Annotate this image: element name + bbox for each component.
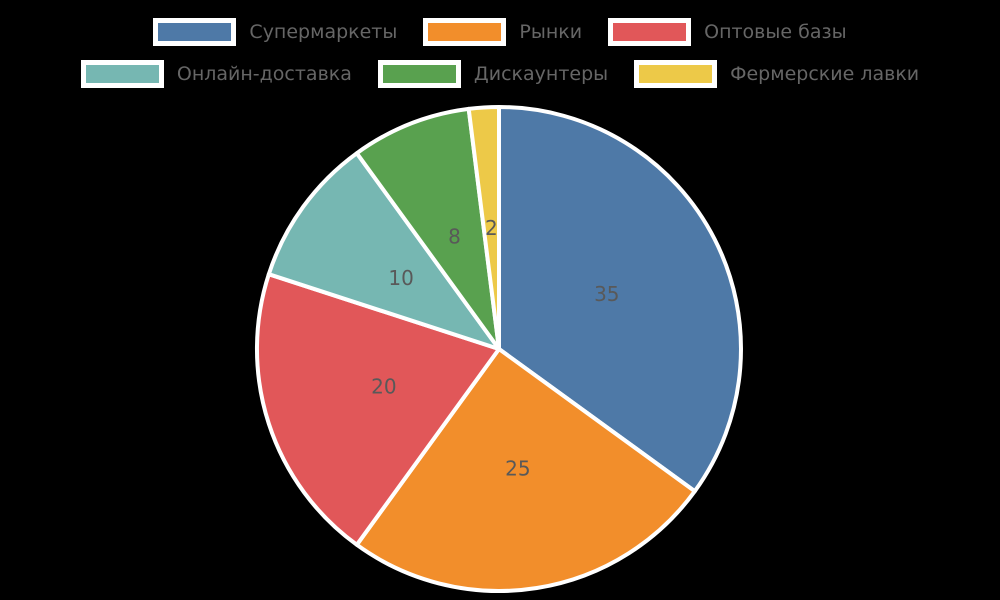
pie-slice-0 <box>497 105 743 494</box>
slice-value-label-0: 35 <box>594 282 619 306</box>
legend-swatch-farm-shops <box>634 60 718 88</box>
pie-slice-4 <box>354 106 501 351</box>
legend-swatch-discounters <box>377 60 461 88</box>
legend-swatch-markets <box>423 18 507 46</box>
legend-item-supermarkets: Супермаркеты <box>153 18 397 46</box>
pie-slice-3 <box>266 151 501 351</box>
pie-slice-2 <box>254 272 501 547</box>
legend-item-discounters: Дискаунтеры <box>377 60 609 88</box>
legend-label-online-delivery: Онлайн-доставка <box>176 63 352 85</box>
slice-value-label-4: 8 <box>448 225 461 249</box>
slice-value-label-3: 10 <box>388 266 413 290</box>
legend-swatch-online-delivery <box>80 60 164 88</box>
pie-slice-1 <box>354 347 697 593</box>
legend-row-2: Онлайн-доставка Дискаунтеры Фермерские л… <box>0 60 1000 88</box>
pie-slice-5 <box>466 104 501 351</box>
legend-label-supermarkets: Супермаркеты <box>249 21 398 43</box>
legend-swatch-wholesale-bases <box>608 18 692 46</box>
legend-item-wholesale-bases: Оптовые базы <box>608 18 847 46</box>
legend-label-discounters: Дискаунтеры <box>473 63 609 85</box>
legend-item-markets: Рынки <box>423 18 582 46</box>
slice-value-label-2: 20 <box>371 374 396 398</box>
legend-swatch-supermarkets <box>153 18 237 46</box>
slice-value-label-1: 25 <box>505 457 530 481</box>
legend-item-farm-shops: Фермерские лавки <box>634 60 919 88</box>
slice-value-label-5: 2 <box>485 216 498 240</box>
legend-label-wholesale-bases: Оптовые базы <box>704 21 847 43</box>
legend-label-markets: Рынки <box>519 21 583 43</box>
legend-label-farm-shops: Фермерские лавки <box>730 63 920 85</box>
legend-row-1: Супермаркеты Рынки Оптовые базы <box>0 18 1000 46</box>
legend-item-online-delivery: Онлайн-доставка <box>80 60 352 88</box>
chart-legend: Супермаркеты Рынки Оптовые базы Онлайн-д… <box>0 18 1000 88</box>
